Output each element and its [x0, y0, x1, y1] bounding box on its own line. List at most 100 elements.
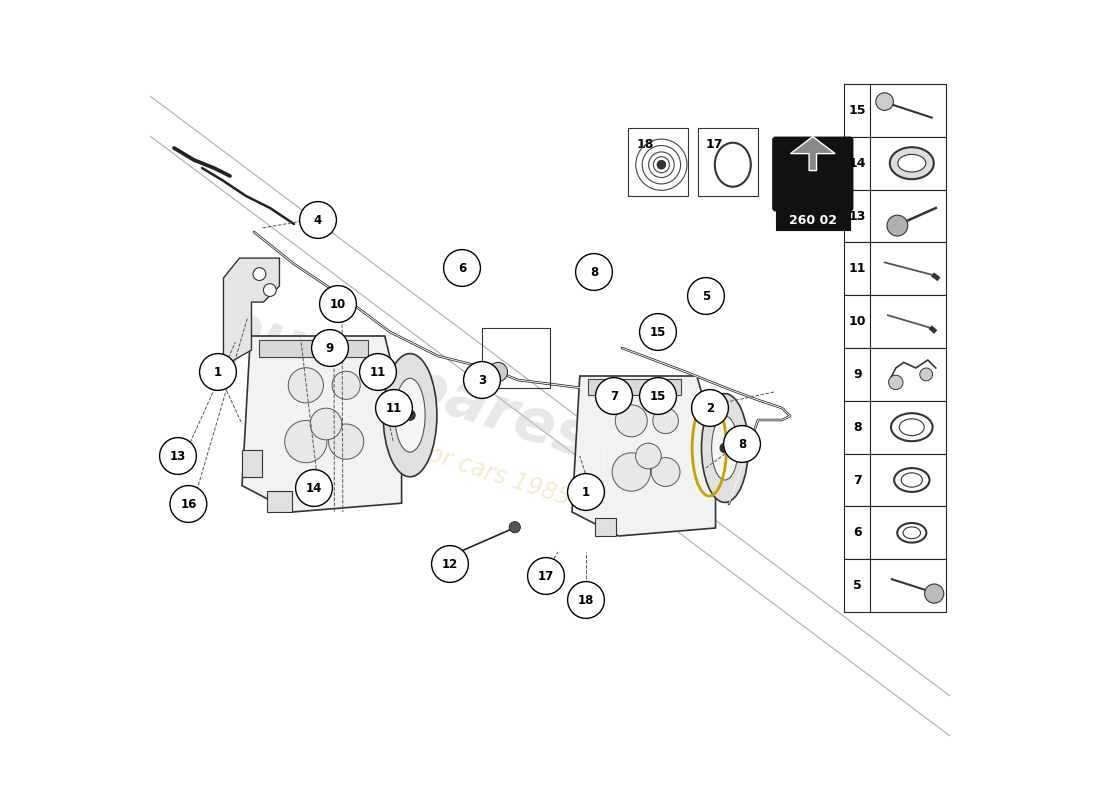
Text: 260 02: 260 02: [789, 214, 837, 226]
Bar: [845, 242, 946, 295]
Text: 8: 8: [852, 421, 861, 434]
Text: 1: 1: [582, 486, 590, 498]
Circle shape: [288, 368, 323, 403]
Bar: [845, 295, 946, 348]
Text: 7: 7: [609, 390, 618, 402]
Bar: [776, 210, 850, 230]
Text: 7: 7: [852, 474, 861, 486]
Circle shape: [724, 426, 760, 462]
Text: 15: 15: [848, 104, 866, 117]
Ellipse shape: [898, 154, 926, 172]
Circle shape: [170, 486, 207, 522]
Ellipse shape: [383, 354, 437, 477]
Text: 10: 10: [330, 298, 346, 310]
Bar: [845, 506, 946, 559]
Circle shape: [889, 375, 903, 390]
Text: 9: 9: [852, 368, 861, 381]
Ellipse shape: [891, 414, 933, 442]
Circle shape: [615, 405, 647, 437]
Text: 10: 10: [848, 315, 866, 328]
Text: 6: 6: [458, 262, 466, 274]
Text: 6: 6: [852, 526, 861, 539]
Circle shape: [360, 354, 396, 390]
Text: 8: 8: [590, 266, 598, 278]
Text: 1: 1: [213, 366, 222, 378]
Circle shape: [612, 453, 650, 491]
Bar: [845, 559, 946, 612]
Circle shape: [652, 408, 679, 434]
Circle shape: [463, 362, 500, 398]
Circle shape: [452, 258, 472, 278]
Circle shape: [320, 286, 356, 322]
Polygon shape: [572, 376, 715, 536]
Circle shape: [431, 546, 469, 582]
FancyBboxPatch shape: [242, 450, 262, 477]
Bar: [482, 328, 550, 388]
Text: 18: 18: [578, 594, 594, 606]
Ellipse shape: [898, 523, 926, 542]
Bar: [698, 128, 758, 196]
Text: 5: 5: [852, 579, 861, 592]
Circle shape: [310, 408, 342, 440]
Circle shape: [925, 584, 944, 603]
Bar: [845, 137, 946, 190]
Text: 11: 11: [370, 366, 386, 378]
Ellipse shape: [901, 473, 923, 487]
Bar: [845, 401, 946, 454]
Ellipse shape: [712, 416, 738, 480]
FancyBboxPatch shape: [587, 379, 681, 395]
Circle shape: [688, 278, 725, 314]
Text: 11: 11: [386, 402, 403, 414]
Text: 5: 5: [702, 290, 711, 302]
Ellipse shape: [900, 419, 924, 435]
Ellipse shape: [890, 147, 934, 179]
Text: 17: 17: [706, 138, 724, 150]
Circle shape: [329, 424, 364, 459]
Circle shape: [160, 438, 197, 474]
Circle shape: [199, 354, 236, 390]
Text: 14: 14: [306, 482, 322, 494]
Circle shape: [636, 443, 661, 469]
Text: 9: 9: [326, 342, 334, 354]
Bar: [845, 84, 946, 137]
Circle shape: [720, 443, 729, 453]
Text: 15: 15: [650, 390, 667, 402]
Bar: [628, 128, 689, 196]
Circle shape: [263, 284, 276, 297]
Text: 2: 2: [706, 402, 714, 414]
FancyBboxPatch shape: [267, 491, 293, 512]
Text: 13: 13: [848, 210, 866, 222]
Circle shape: [568, 582, 604, 618]
Text: eurospares: eurospares: [213, 296, 598, 472]
Circle shape: [332, 371, 360, 399]
Circle shape: [575, 254, 613, 290]
Circle shape: [648, 322, 668, 342]
FancyBboxPatch shape: [773, 138, 852, 210]
Circle shape: [639, 314, 676, 350]
Text: 12: 12: [442, 558, 458, 570]
Text: 4: 4: [314, 214, 322, 226]
Circle shape: [299, 202, 337, 238]
Polygon shape: [791, 137, 835, 170]
Circle shape: [639, 378, 676, 414]
Ellipse shape: [715, 142, 751, 186]
Bar: [845, 190, 946, 242]
Circle shape: [253, 268, 266, 281]
Text: 3: 3: [477, 374, 486, 386]
Circle shape: [296, 470, 332, 506]
Text: 8: 8: [738, 438, 746, 450]
Circle shape: [651, 458, 680, 486]
Text: 15: 15: [650, 326, 667, 338]
Text: 14: 14: [848, 157, 866, 170]
Text: 18: 18: [637, 138, 653, 150]
Text: 17: 17: [538, 570, 554, 582]
Text: 16: 16: [180, 498, 197, 510]
Circle shape: [405, 410, 415, 420]
Circle shape: [285, 421, 327, 462]
Ellipse shape: [903, 527, 921, 538]
Circle shape: [595, 378, 632, 414]
Ellipse shape: [395, 378, 425, 452]
Ellipse shape: [894, 468, 930, 492]
Circle shape: [311, 330, 349, 366]
Text: 13: 13: [169, 450, 186, 462]
